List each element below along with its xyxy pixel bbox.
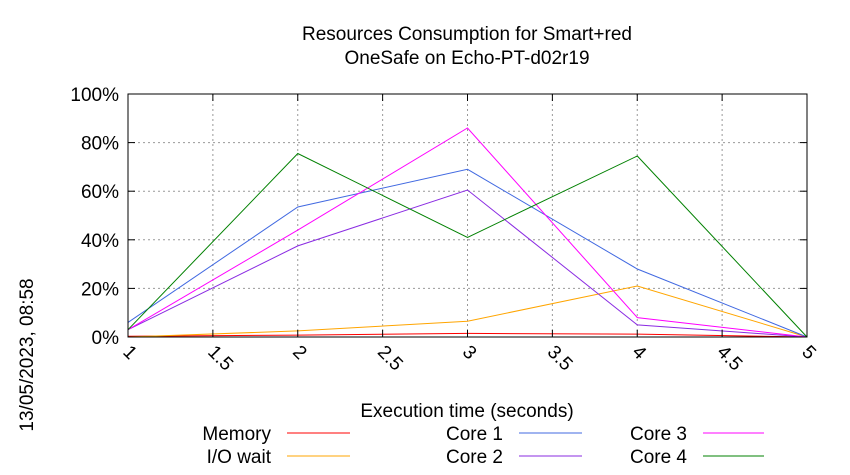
y-tick-label: 0% bbox=[92, 328, 120, 349]
y-tick-label: 100% bbox=[70, 85, 119, 106]
x-tick-label: 3 bbox=[458, 342, 480, 364]
y-tick-label: 60% bbox=[81, 182, 119, 203]
grid-lines bbox=[128, 94, 807, 337]
x-tick-label: 4.5 bbox=[713, 342, 747, 376]
timestamp-label: 13/05/2023, 08:58 bbox=[17, 278, 38, 431]
chart-title-line-2: OneSafe on Echo-PT-d02r19 bbox=[344, 48, 589, 69]
series-line-core-2 bbox=[127, 189, 808, 338]
x-tick-label: 2.5 bbox=[373, 342, 407, 376]
legend-label: Core 1 bbox=[446, 424, 503, 445]
y-axis-ticks: 0% 20% 40% 60% 80% 100% bbox=[70, 85, 807, 349]
series-line-i-o-wait bbox=[127, 285, 808, 338]
y-tick-label: 20% bbox=[81, 279, 119, 300]
legend-label: Memory bbox=[202, 424, 271, 445]
legend-label: I/O wait bbox=[207, 447, 272, 468]
x-tick-label: 2 bbox=[288, 342, 310, 364]
legend-label: Core 4 bbox=[630, 447, 687, 468]
series-line-core-4 bbox=[127, 152, 808, 338]
series-line-core-1 bbox=[127, 168, 808, 338]
x-tick-label: 1 bbox=[118, 342, 140, 364]
chart-title-line-1: Resources Consumption for Smart+red bbox=[302, 24, 632, 45]
x-tick-label: 5 bbox=[797, 342, 819, 364]
legend-label: Core 2 bbox=[446, 447, 503, 468]
x-tick-label: 1.5 bbox=[203, 342, 237, 376]
series-line-core-3 bbox=[127, 127, 808, 338]
legend-label: Core 3 bbox=[630, 424, 687, 445]
x-tick-label: 3.5 bbox=[543, 342, 577, 376]
x-axis-label: Execution time (seconds) bbox=[360, 401, 573, 422]
y-tick-label: 40% bbox=[81, 231, 119, 252]
x-tick-label: 4 bbox=[628, 342, 651, 365]
y-tick-label: 80% bbox=[81, 134, 119, 155]
